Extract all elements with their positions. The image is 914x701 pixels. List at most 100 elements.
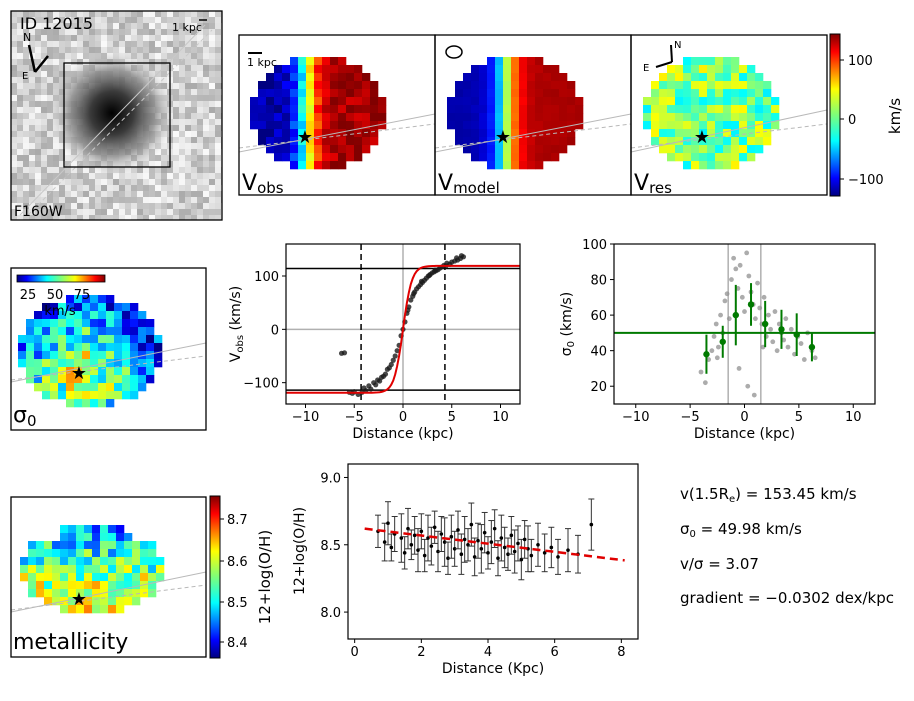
vres-map [643, 57, 780, 170]
data-point [556, 555, 560, 559]
data-point [744, 250, 750, 256]
x-tick-label: −5 [681, 410, 700, 425]
map-scale-label: 1 kpc [247, 56, 277, 69]
data-point [418, 278, 425, 284]
x-tick-label: 5 [795, 410, 803, 425]
colorbar-tick: 100 [848, 54, 873, 69]
y-tick-label: 100 [582, 238, 607, 253]
x-tick-label: 6 [551, 645, 559, 660]
data-point [566, 548, 570, 552]
x-tick-label: −10 [622, 410, 649, 425]
data-point [785, 344, 791, 350]
data-point [742, 309, 747, 314]
data-point [766, 312, 771, 318]
vmodel-map [447, 57, 584, 170]
y-tick-label: 20 [590, 380, 607, 395]
x-axis-label: Distance (Kpc) [442, 661, 544, 677]
data-point [456, 528, 460, 532]
data-point [788, 326, 794, 332]
data-point [419, 529, 424, 534]
model-curve [286, 264, 520, 394]
data-point [731, 255, 737, 261]
data-point [739, 294, 745, 300]
zoom-box [63, 62, 171, 168]
data-point [499, 536, 504, 540]
colorbar-tick: 50 [47, 288, 64, 303]
binned-point [703, 351, 710, 358]
data-point [522, 537, 527, 542]
colorbar-tick: 75 [74, 288, 91, 303]
data-point [737, 262, 743, 268]
f160w-image-panel: ID 12015 F160W 1 kpc N E [10, 10, 223, 221]
colorbar-tick: 8.6 [227, 555, 248, 570]
center-star-icon: ★ [297, 127, 313, 148]
x-axis-label: Distance (kpc) [694, 426, 795, 442]
north-label: N [23, 31, 31, 44]
data-point [341, 350, 348, 356]
data-point [392, 353, 398, 359]
psf-ellipse-icon [445, 45, 463, 59]
data-point [402, 551, 407, 555]
data-point [516, 541, 520, 546]
data-point [589, 522, 594, 527]
center-star-icon: ★ [694, 127, 710, 148]
x-tick-label: 0 [740, 410, 748, 425]
data-point [409, 542, 414, 547]
data-point [389, 545, 394, 550]
data-point [502, 545, 507, 550]
y-tick-label: 100 [254, 270, 279, 285]
data-point [812, 355, 818, 361]
x-tick-label: 5 [448, 410, 456, 425]
y-axis-label: Vobs (km/s) [228, 286, 246, 362]
x-tick-label: 10 [845, 410, 862, 425]
data-point [746, 273, 752, 279]
binned-point [747, 301, 755, 308]
data-point [489, 540, 494, 544]
vobs-map [250, 57, 387, 170]
colorbar-label: km/s [886, 98, 904, 134]
data-point [462, 537, 467, 542]
colorbar-tick: 8.5 [227, 596, 248, 611]
data-point [506, 552, 510, 556]
data-point [394, 348, 400, 354]
data-point [733, 266, 739, 272]
x-axis-label: Distance (kpc) [352, 426, 453, 442]
data-point [536, 542, 540, 547]
data-point [368, 386, 374, 392]
data-point [752, 316, 758, 322]
colorbar-unit: km/s [44, 304, 76, 319]
data-point [761, 294, 767, 300]
data-point [529, 553, 534, 558]
velocity-colorbar [829, 33, 841, 197]
sigma-label: σ0 [13, 403, 37, 430]
x-tick-label: 0 [351, 645, 359, 660]
dispersion-profile-chart: −10 −5 0 5 10 20 40 60 80 100 Distance (kpc) σ0 (km… [559, 238, 876, 442]
data-point [469, 522, 474, 527]
data-point [709, 348, 715, 354]
data-point [439, 532, 444, 536]
data-point [724, 291, 730, 297]
filter-label: F160W [14, 204, 63, 220]
stat-v-over-sigma: v/σ = 3.07 [680, 555, 759, 573]
x-tick-label: −10 [292, 410, 319, 425]
x-tick-label: 2 [417, 645, 425, 660]
data-point [388, 361, 394, 368]
data-point [757, 305, 763, 311]
data-point [492, 526, 497, 531]
colorbar-tick: 0 [848, 113, 856, 128]
data-point [751, 392, 757, 398]
x-tick-label: −5 [345, 410, 364, 425]
data-point [774, 348, 780, 354]
galaxy-id-label: ID 12015 [20, 14, 93, 33]
kinematic-stats: v(1.5Re) = 153.45 km/s σ0 = 49.98 km/s v… [680, 485, 894, 607]
data-point [714, 355, 720, 361]
data-point [702, 380, 708, 386]
data-point [386, 521, 390, 526]
stat-vrot: v(1.5Re) = 153.45 km/s [680, 485, 857, 505]
data-point [716, 344, 721, 350]
colorbar-label: 12+log(O/H) [256, 530, 274, 624]
y-tick-label: 8.0 [320, 606, 341, 621]
colorbar-tick: 25 [20, 288, 37, 303]
sigma-colorbar [16, 274, 106, 283]
